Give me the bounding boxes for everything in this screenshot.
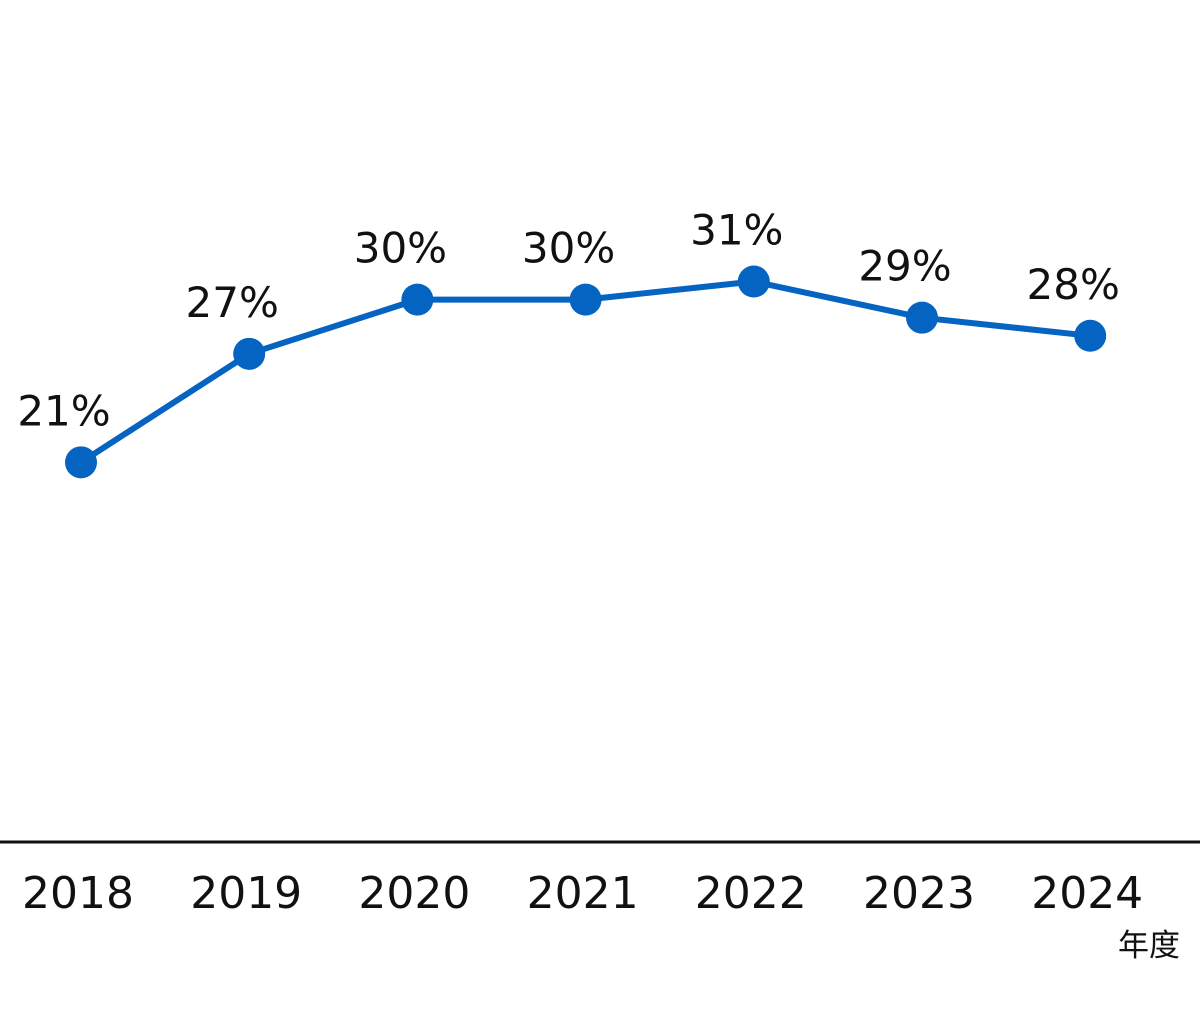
data-label-2021: 30% bbox=[522, 224, 615, 273]
data-label-2022: 31% bbox=[690, 206, 783, 255]
data-point-2024 bbox=[1074, 319, 1107, 352]
x-tick-label-2022: 2022 bbox=[695, 868, 807, 919]
x-tick-labels-group: 2018 2019 2020 2021 2022 2023 2024 bbox=[22, 868, 1143, 919]
x-tick-label-2020: 2020 bbox=[358, 868, 470, 919]
series-group bbox=[65, 265, 1107, 479]
data-label-2020: 30% bbox=[354, 224, 447, 273]
data-point-2020 bbox=[401, 283, 434, 316]
x-tick-label-2023: 2023 bbox=[863, 868, 975, 919]
data-label-2023: 29% bbox=[858, 242, 951, 291]
data-point-2023 bbox=[906, 301, 938, 334]
x-tick-label-2018: 2018 bbox=[22, 868, 134, 919]
data-point-2022 bbox=[737, 265, 770, 298]
data-labels-group: 21% 27% 30% 30% 31% 29% 28% bbox=[17, 206, 1120, 436]
data-point-2019 bbox=[233, 337, 266, 370]
x-tick-label-2024: 2024 bbox=[1031, 868, 1143, 919]
data-label-2024: 28% bbox=[1027, 260, 1120, 309]
x-tick-label-2019: 2019 bbox=[190, 868, 302, 919]
data-point-2018 bbox=[65, 446, 97, 479]
data-label-2019: 27% bbox=[186, 278, 279, 327]
data-point-2021 bbox=[569, 283, 602, 316]
data-label-2018: 21% bbox=[17, 386, 110, 435]
x-tick-label-2021: 2021 bbox=[527, 868, 639, 919]
x-axis-unit-label: 年度 bbox=[1118, 928, 1180, 964]
